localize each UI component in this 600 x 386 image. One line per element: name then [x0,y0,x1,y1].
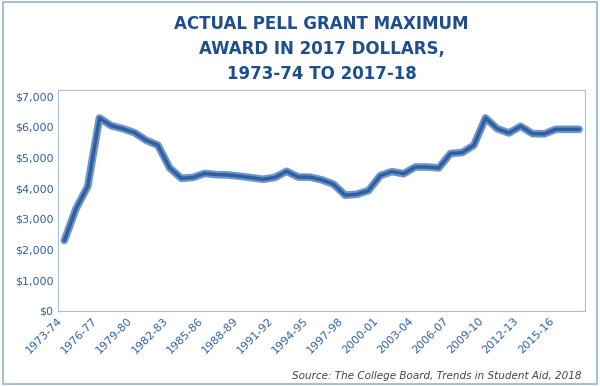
Text: Source: The College Board, Trends in Student Aid, 2018: Source: The College Board, Trends in Stu… [293,371,582,381]
Title: ACTUAL PELL GRANT MAXIMUM
AWARD IN 2017 DOLLARS,
1973-74 TO 2017-18: ACTUAL PELL GRANT MAXIMUM AWARD IN 2017 … [175,15,469,83]
